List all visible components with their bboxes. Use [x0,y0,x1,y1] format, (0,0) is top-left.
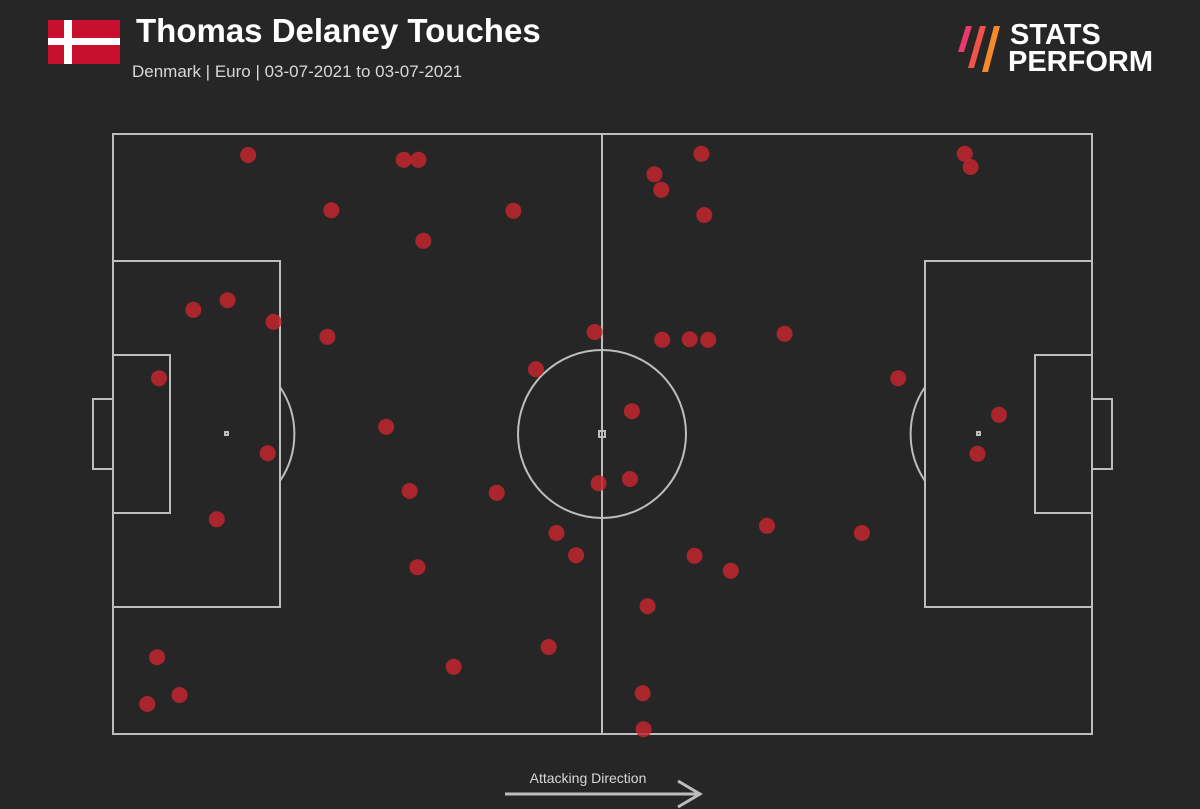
touch-point [323,202,340,219]
logo-icon [958,26,1000,72]
touch-point [415,232,432,249]
touch-point [208,511,225,528]
touch-point [969,445,986,462]
touch-point [696,207,713,223]
touch-point [401,483,418,499]
touch-point [686,547,703,564]
touch-point [586,324,603,340]
touch-point [151,370,168,387]
touch-point [776,325,793,342]
touch-point [590,475,607,492]
pitch [92,133,1113,735]
touch-point [488,484,505,501]
touch-point [185,301,202,318]
touch-point [635,721,652,738]
touch-point [259,445,276,462]
touch-point [634,685,651,702]
touch-point [681,331,698,348]
touch-point [319,328,336,345]
touch-point [149,649,166,666]
touch-point [171,687,188,703]
touch-point [623,403,640,420]
touch-point [265,313,282,330]
logo-text: PERFORM [1008,46,1153,78]
touch-point [962,159,979,175]
logo-text: STATS [1010,19,1101,51]
annotation: Attacking Direction [530,770,647,786]
touch-point [654,331,671,348]
touch-point [621,471,638,487]
touch-point [378,418,395,435]
touch-point [639,598,656,615]
touch-point [527,361,544,378]
touch-point [540,639,557,655]
subtitle: Denmark | Euro | 03-07-2021 to 03-07-202… [132,62,462,81]
touch-point [568,547,585,564]
touch-point [219,292,236,309]
touch-point [956,145,973,162]
touch-point [853,525,870,541]
touch-point [990,406,1007,423]
touch-point [395,151,412,168]
touch-point [693,145,710,162]
touch-point [758,517,775,534]
touch-point [240,147,257,163]
touch-point [653,181,670,198]
touch-point [139,696,156,712]
touch-point [505,202,522,219]
touch-point [646,166,663,183]
touch-point [722,562,739,579]
touch-point [410,151,427,168]
touch-point [890,370,907,387]
direction-arrow [505,779,703,809]
flag [48,20,120,64]
touch-point [445,658,462,675]
touch-point [548,525,565,541]
touch-point [700,331,717,348]
chart-title: Thomas Delaney Touches [136,12,541,49]
touch-point [409,559,426,576]
